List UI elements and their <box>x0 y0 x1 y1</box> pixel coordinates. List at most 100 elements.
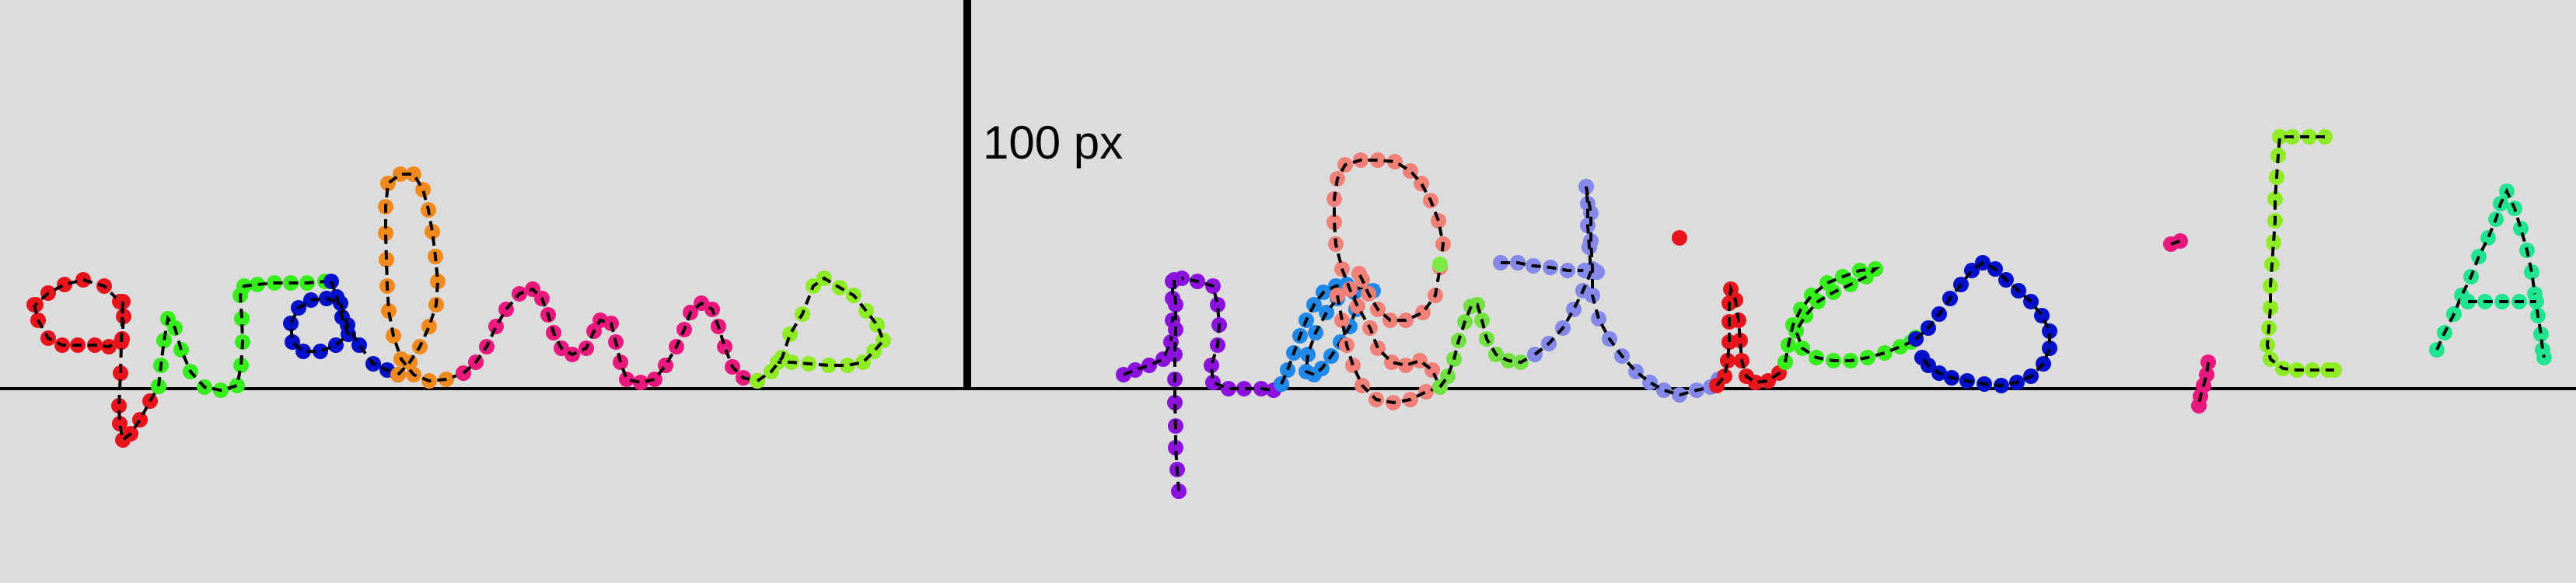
stroke-19-blue-o <box>1908 255 2057 393</box>
stroke-point <box>1432 257 1448 272</box>
stroke-point <box>2172 233 2188 249</box>
stroke-path <box>1533 186 1720 397</box>
stroke-15-violet <box>1527 179 1726 403</box>
strokes-layer <box>26 129 2552 499</box>
stroke-point <box>1155 351 1171 367</box>
stroke-point <box>379 252 394 267</box>
stroke-point <box>2191 398 2207 414</box>
stroke-point <box>378 225 393 241</box>
stroke-point <box>1732 333 1748 348</box>
stroke-point <box>1204 358 1219 373</box>
stroke-point <box>2266 235 2281 250</box>
stroke-point <box>2267 191 2283 207</box>
stroke-point <box>114 334 129 350</box>
stroke-point <box>1591 311 1606 326</box>
stroke-9-purple-stem <box>1166 272 1187 499</box>
stroke-point <box>113 365 128 381</box>
stroke-path <box>1333 159 1445 405</box>
stroke-point <box>1370 152 1386 168</box>
stroke-point <box>1205 375 1221 390</box>
stroke-path <box>384 173 464 383</box>
stroke-point <box>1127 362 1143 378</box>
stroke-path <box>2435 187 2546 358</box>
stroke-24-teal-crossbar <box>2460 294 2544 309</box>
stroke-point <box>2042 340 2057 356</box>
stroke-point <box>116 309 131 324</box>
stroke-point <box>1345 358 1361 373</box>
stroke-point <box>1171 484 1187 499</box>
stroke-point <box>111 398 127 414</box>
stroke-point <box>1300 347 1316 362</box>
stroke-3-green <box>151 274 333 398</box>
stroke-path <box>756 276 886 382</box>
stroke-point <box>313 344 328 359</box>
stroke-path <box>462 287 758 385</box>
stroke-point <box>250 277 265 292</box>
stroke-point <box>1720 353 1735 368</box>
stroke-point <box>2272 129 2288 145</box>
stroke-point <box>75 272 91 288</box>
stroke-point <box>1566 302 1582 317</box>
stroke-point <box>1877 345 1893 361</box>
stroke-point <box>782 326 798 342</box>
stroke-point <box>1672 230 1687 246</box>
stroke-point <box>1656 382 1672 398</box>
stroke-point <box>1334 312 1350 328</box>
stroke-point <box>1210 297 1225 312</box>
stroke-path <box>1784 267 1917 363</box>
stroke-point <box>1326 215 1342 230</box>
stroke-path <box>1280 282 1374 385</box>
stroke-point <box>1167 347 1183 362</box>
stroke-point <box>613 354 628 370</box>
stroke-20-pink-dot <box>2163 233 2188 252</box>
stroke-path <box>1173 279 1180 492</box>
stroke-point <box>1168 297 1183 312</box>
stroke-point <box>156 333 172 348</box>
stroke-4-blue <box>283 274 406 382</box>
stroke-point <box>1398 358 1414 373</box>
stroke-17-red-dot <box>1672 230 1687 246</box>
stroke-point <box>647 372 662 387</box>
stroke-point <box>425 224 440 239</box>
stroke-point <box>2524 264 2539 280</box>
stroke-path <box>1438 302 1536 389</box>
stroke-23-teal-a <box>2429 183 2552 365</box>
stroke-point <box>1280 362 1295 378</box>
stroke-point <box>821 358 837 373</box>
stroke-point <box>1167 395 1183 410</box>
stroke-point <box>633 375 648 390</box>
stroke-path <box>1123 276 1283 393</box>
stroke-point <box>1350 298 1365 314</box>
stroke-path <box>1914 260 2051 388</box>
stroke-point <box>1351 266 1367 281</box>
stroke-point <box>233 358 249 373</box>
stroke-point <box>2513 221 2529 236</box>
stroke-6-pink <box>456 281 765 390</box>
stroke-path <box>288 281 399 376</box>
stroke-path <box>2197 361 2210 407</box>
stroke-point <box>1431 213 1446 229</box>
stroke-12-salmon-dot <box>1432 257 1448 272</box>
stroke-point <box>1221 381 1236 396</box>
stroke-point <box>840 358 855 373</box>
scale-label: 100 px <box>983 117 1123 169</box>
stroke-point <box>2263 300 2278 316</box>
stroke-point <box>57 277 72 292</box>
stroke-point <box>381 303 397 319</box>
stroke-point <box>421 319 437 334</box>
stroke-point <box>1141 358 1157 373</box>
stroke-point <box>488 319 504 334</box>
stroke-7-lime <box>750 271 891 389</box>
stroke-point <box>333 295 348 311</box>
stroke-path <box>117 301 160 443</box>
stroke-point <box>2533 326 2549 342</box>
stroke-point <box>1236 381 1252 396</box>
stroke-path <box>2265 135 2334 372</box>
stroke-point <box>1168 440 1183 456</box>
stroke-path <box>2170 239 2181 246</box>
stroke-21-pink-comma <box>2191 354 2216 414</box>
stroke-point <box>229 378 245 393</box>
stroke-point <box>1370 340 1386 356</box>
